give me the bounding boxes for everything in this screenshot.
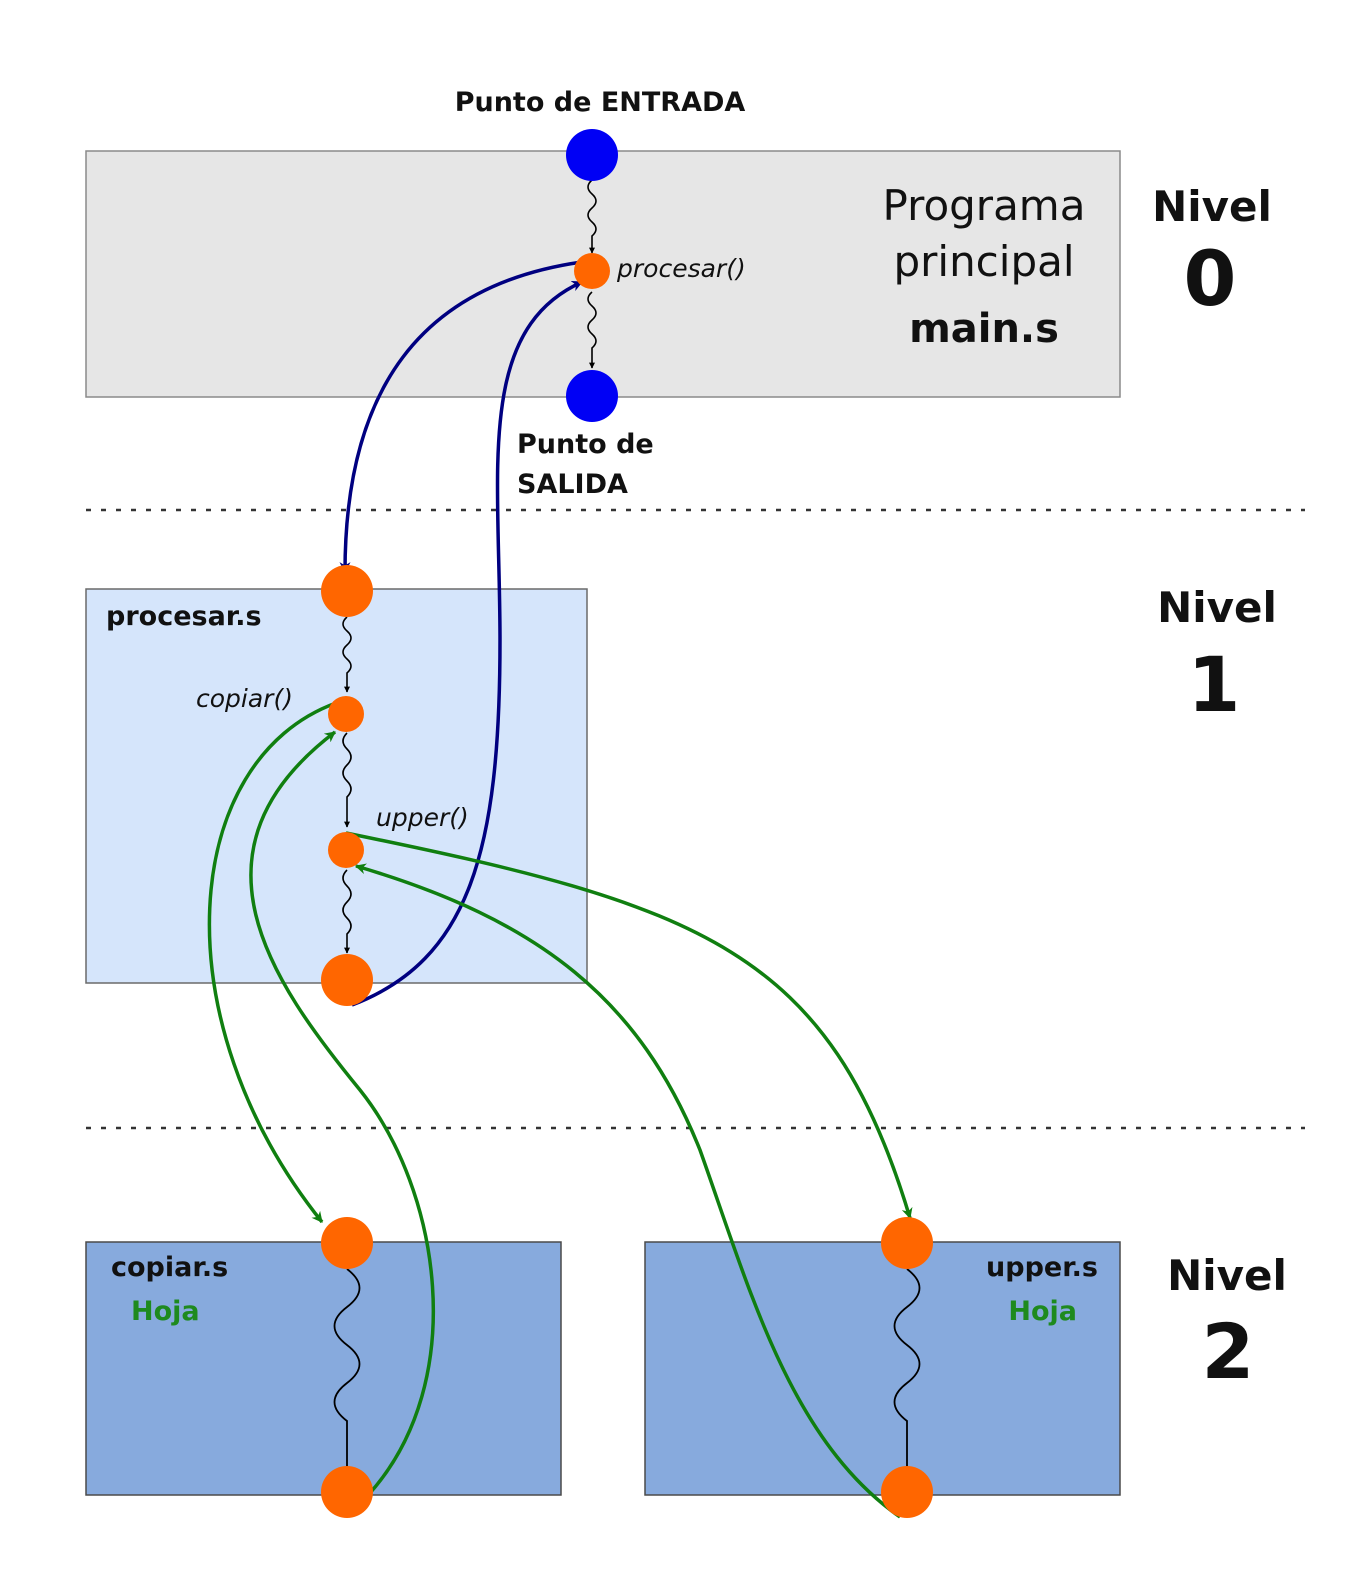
level-1-word: Nivel (1157, 583, 1277, 632)
return-upper-arrow (354, 863, 902, 1519)
procesar-call-label: procesar() (616, 254, 746, 283)
copiar-call-node (328, 696, 364, 732)
copiar-file-label: copiar.s (111, 1252, 228, 1283)
upper-entry-node (881, 1217, 933, 1269)
level-0-number: 0 (1184, 234, 1237, 323)
procesar-call-node (574, 253, 610, 289)
copiar-flow-entry-to-exit (333, 1268, 361, 1477)
main-flow-entry-to-call (587, 179, 597, 254)
procesar-module-box (85, 588, 588, 984)
procesar-flow-upper-to-exit (342, 869, 352, 954)
copiar-leaf-tag: Hoja (131, 1296, 200, 1327)
copiar-entry-node (321, 1217, 373, 1269)
upper-leaf-tag: Hoja (1008, 1296, 1077, 1327)
procesar-file-label: procesar.s (106, 601, 262, 632)
main-program-title-line1: Programa (883, 181, 1086, 230)
procesar-exit-node (321, 954, 373, 1006)
level-1-number: 1 (1188, 640, 1241, 729)
exit-point-label-line2: SALIDA (517, 469, 628, 500)
return-copiar-arrow (249, 730, 436, 1495)
upper-call-node (328, 832, 364, 868)
call-copiar-arrow (207, 701, 337, 1224)
level-2-number: 2 (1202, 1307, 1255, 1396)
exit-point-label-line1: Punto de (517, 429, 654, 460)
upper-call-label: upper() (376, 803, 469, 832)
level-0-word: Nivel (1152, 182, 1272, 231)
procesar-entry-node (321, 565, 373, 617)
upper-flow-entry-to-exit (893, 1268, 921, 1477)
call-procesar-arrow (339, 260, 583, 574)
copiar-call-label: copiar() (196, 684, 293, 713)
main-program-file-label: main.s (909, 306, 1059, 352)
upper-exit-node (881, 1466, 933, 1518)
copiar-module-box (85, 1241, 562, 1496)
procesar-flow-entry-to-copiar (342, 616, 352, 693)
entry-point-label: Punto de ENTRADA (455, 87, 746, 118)
copiar-exit-node (321, 1466, 373, 1518)
entry-point-node (566, 129, 618, 181)
return-procesar-arrow (351, 280, 584, 1007)
main-flow-call-to-exit (587, 291, 597, 369)
exit-point-node (566, 370, 618, 422)
upper-file-label: upper.s (986, 1252, 1098, 1283)
call-upper-arrow (345, 831, 913, 1220)
main-program-title-line2: principal (893, 237, 1074, 286)
procesar-flow-copiar-to-upper (342, 732, 352, 828)
level-2-word: Nivel (1167, 1251, 1287, 1300)
